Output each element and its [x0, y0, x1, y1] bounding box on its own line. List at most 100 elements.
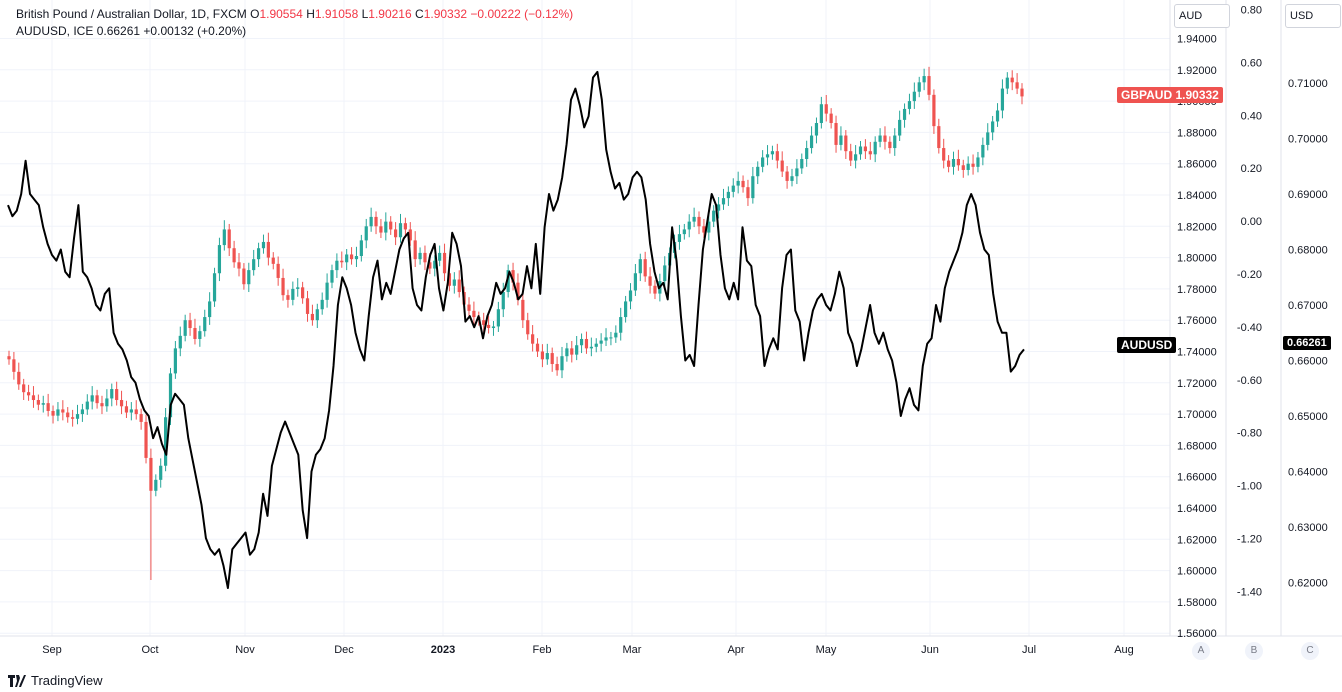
gbpaud-price-tag: GBPAUD 1.90332 — [1117, 87, 1223, 103]
candle — [110, 383, 114, 407]
tradingview-logo-icon — [8, 674, 26, 687]
candle — [702, 218, 706, 239]
candle — [100, 395, 104, 415]
candle — [17, 362, 21, 390]
usd-tick-label: 0.64000 — [1288, 467, 1328, 479]
candle — [917, 76, 921, 98]
usd-tick-label: 0.65000 — [1288, 411, 1328, 423]
time-tick-label: May — [816, 644, 837, 656]
low-value: 1.90216 — [368, 7, 412, 21]
candle — [7, 350, 11, 365]
time-tick-label: Mar — [623, 644, 642, 656]
candle — [501, 282, 505, 318]
candle — [628, 283, 633, 310]
candle — [95, 389, 99, 409]
candle — [281, 268, 285, 301]
candle — [560, 346, 564, 379]
candle — [173, 341, 177, 379]
candle — [1000, 79, 1005, 119]
candle — [310, 304, 315, 326]
candle — [535, 338, 540, 357]
aud-unit-button[interactable]: AUD — [1174, 4, 1230, 28]
candle — [741, 175, 745, 193]
mid-tick-label: 0.40 — [1241, 110, 1262, 122]
candle — [839, 126, 843, 151]
usd-unit-button[interactable]: USD — [1285, 4, 1341, 28]
pane-button-b[interactable]: B — [1245, 642, 1263, 660]
overlay-change: +0.00132 (+0.20%) — [143, 24, 247, 38]
candle — [423, 245, 427, 271]
candle — [212, 267, 217, 307]
candle — [124, 400, 129, 419]
candle — [834, 115, 838, 153]
candle — [898, 110, 902, 142]
mid-tick-label: 0.00 — [1241, 216, 1262, 228]
candle — [389, 216, 393, 235]
aud-price-scale[interactable]: 1.940001.920001.900001.880001.860001.840… — [1177, 34, 1217, 641]
candle — [648, 267, 652, 294]
mid-scale[interactable]: 0.80 0.60 0.40 0.20 0.00 -0.20 -0.40 -0.60 -0.80… — [1237, 5, 1262, 599]
candle — [71, 409, 75, 427]
high-value: 1.91058 — [314, 7, 359, 21]
main-legend[interactable]: British Pound / Australian Dollar, 1D, F… — [16, 7, 573, 21]
candle — [129, 402, 133, 421]
candle — [912, 82, 916, 109]
overlay-legend[interactable]: AUDUSD, ICE 0.66261 +0.00132 (+0.20%) — [16, 24, 246, 38]
tradingview-brand[interactable]: TradingView — [8, 673, 103, 688]
aud-tick-label: 1.66000 — [1177, 472, 1217, 484]
change-value: −0.00222 (−0.12%) — [470, 7, 574, 21]
candle — [555, 356, 559, 376]
main-symbol[interactable]: British Pound / Australian Dollar, 1D, F… — [16, 7, 247, 21]
candle — [256, 242, 261, 267]
usd-tick-label: 0.62000 — [1288, 578, 1328, 590]
candle — [403, 217, 407, 238]
candle — [482, 312, 486, 333]
candle — [335, 253, 339, 278]
candle — [619, 307, 623, 341]
candle — [604, 328, 608, 347]
candle — [26, 384, 31, 401]
usd-price-scale[interactable]: 0.71000 0.70000 0.69000 0.68000 0.67000 0.660… — [1288, 78, 1328, 590]
candle — [770, 145, 775, 160]
candle — [785, 166, 789, 189]
candle — [1010, 70, 1014, 91]
candle — [232, 240, 236, 268]
aud-tick-label: 1.72000 — [1177, 378, 1217, 390]
usd-tick-label: 0.67000 — [1288, 300, 1328, 312]
open-label: O — [250, 7, 260, 21]
candle — [951, 151, 956, 175]
close-value: 1.90332 — [423, 7, 468, 21]
candle — [575, 336, 579, 361]
mid-tick-label: -1.00 — [1237, 481, 1262, 493]
candle — [51, 405, 55, 424]
overlay-symbol[interactable]: AUDUSD, ICE — [16, 24, 94, 38]
candle — [46, 393, 50, 417]
candle — [222, 220, 226, 251]
time-scale[interactable]: Sep Oct Nov Dec 2023 Feb Mar Apr May Jun Jul Aug — [42, 644, 1134, 656]
candle — [873, 136, 877, 163]
time-tick-label: Aug — [1114, 644, 1134, 656]
mid-tick-label: -0.60 — [1237, 375, 1262, 387]
open-value: 1.90554 — [259, 7, 303, 21]
candle — [183, 314, 187, 342]
candle — [452, 272, 456, 294]
mid-tick-label: -0.80 — [1237, 428, 1262, 440]
candle — [203, 309, 207, 337]
candle — [981, 137, 985, 166]
candle — [927, 66, 931, 101]
candle — [878, 128, 882, 148]
high-label: H — [306, 7, 315, 21]
candle — [442, 243, 447, 282]
candle — [364, 218, 368, 249]
candle — [330, 264, 334, 289]
candle — [374, 211, 378, 235]
candle — [208, 292, 212, 325]
pane-button-c[interactable]: C — [1301, 642, 1319, 660]
candle — [721, 188, 726, 210]
candle — [413, 231, 417, 267]
candle — [809, 126, 814, 154]
candle — [325, 273, 329, 308]
candle — [41, 395, 45, 413]
pane-button-a[interactable]: A — [1192, 642, 1210, 660]
